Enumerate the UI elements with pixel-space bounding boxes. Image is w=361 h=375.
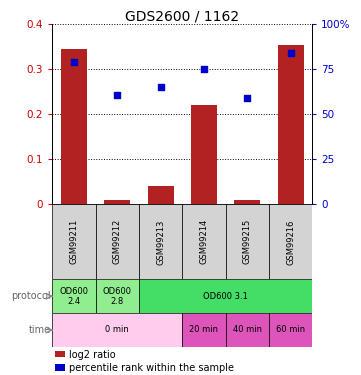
Point bbox=[288, 50, 293, 56]
FancyBboxPatch shape bbox=[182, 204, 226, 279]
Point bbox=[244, 95, 250, 101]
FancyBboxPatch shape bbox=[226, 204, 269, 279]
Point bbox=[114, 92, 120, 98]
Text: time: time bbox=[29, 325, 51, 335]
FancyBboxPatch shape bbox=[139, 279, 312, 313]
Bar bbox=[234, 200, 260, 204]
Text: OD600
2.8: OD600 2.8 bbox=[103, 286, 132, 306]
Text: GSM99213: GSM99213 bbox=[156, 219, 165, 265]
Point bbox=[158, 84, 164, 90]
Title: GDS2600 / 1162: GDS2600 / 1162 bbox=[125, 9, 239, 23]
Bar bbox=[61, 49, 87, 204]
Bar bbox=[148, 186, 174, 204]
Text: OD600
2.4: OD600 2.4 bbox=[60, 286, 88, 306]
Point bbox=[71, 59, 77, 65]
Text: 40 min: 40 min bbox=[233, 326, 262, 334]
Text: GSM99216: GSM99216 bbox=[286, 219, 295, 265]
Bar bbox=[104, 200, 130, 204]
FancyBboxPatch shape bbox=[52, 204, 96, 279]
FancyBboxPatch shape bbox=[269, 313, 312, 347]
FancyBboxPatch shape bbox=[226, 313, 269, 347]
FancyBboxPatch shape bbox=[52, 313, 182, 347]
Text: GSM99215: GSM99215 bbox=[243, 219, 252, 264]
FancyBboxPatch shape bbox=[96, 279, 139, 313]
FancyBboxPatch shape bbox=[96, 204, 139, 279]
Bar bbox=[55, 351, 65, 357]
FancyBboxPatch shape bbox=[139, 204, 182, 279]
FancyBboxPatch shape bbox=[182, 313, 226, 347]
Text: percentile rank within the sample: percentile rank within the sample bbox=[69, 363, 234, 374]
Text: GSM99212: GSM99212 bbox=[113, 219, 122, 264]
Text: GSM99211: GSM99211 bbox=[70, 219, 78, 264]
Text: log2 ratio: log2 ratio bbox=[69, 350, 116, 360]
Point bbox=[201, 66, 207, 72]
Bar bbox=[278, 45, 304, 204]
FancyBboxPatch shape bbox=[52, 279, 96, 313]
Text: 0 min: 0 min bbox=[105, 326, 129, 334]
Text: GSM99214: GSM99214 bbox=[200, 219, 208, 264]
FancyBboxPatch shape bbox=[269, 204, 312, 279]
Text: protocol: protocol bbox=[12, 291, 51, 301]
Text: OD600 3.1: OD600 3.1 bbox=[203, 292, 248, 301]
Text: 60 min: 60 min bbox=[276, 326, 305, 334]
Bar bbox=[55, 364, 65, 370]
Bar bbox=[191, 105, 217, 204]
Text: 20 min: 20 min bbox=[190, 326, 218, 334]
